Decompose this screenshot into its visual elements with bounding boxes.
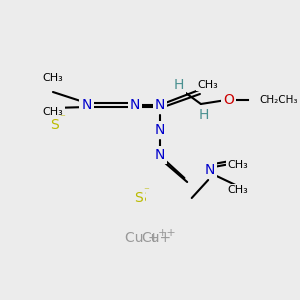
Text: N: N	[205, 163, 215, 177]
Text: S: S	[134, 191, 143, 205]
Text: S: S	[50, 118, 59, 132]
Text: ++: ++	[158, 228, 176, 238]
Text: H: H	[174, 78, 184, 92]
Text: N: N	[154, 98, 165, 112]
Text: CH₂CH₃: CH₂CH₃	[259, 95, 298, 105]
Text: Cu: Cu	[141, 231, 160, 245]
Text: CH₃: CH₃	[43, 107, 63, 117]
Text: Cu ++: Cu ++	[125, 231, 176, 245]
Text: CH₃: CH₃	[227, 160, 248, 170]
Text: O: O	[223, 93, 234, 107]
Text: S: S	[50, 118, 59, 132]
Text: CH₃: CH₃	[197, 80, 218, 90]
Text: N: N	[154, 123, 165, 137]
Text: N: N	[154, 148, 165, 162]
Text: N: N	[82, 98, 92, 112]
Text: N: N	[130, 98, 140, 112]
Text: ⁻: ⁻	[143, 186, 149, 196]
Text: S: S	[137, 191, 146, 205]
Text: ⁻: ⁻	[59, 113, 65, 123]
Text: O: O	[223, 93, 234, 107]
Text: H: H	[198, 108, 209, 122]
Text: CH₃: CH₃	[43, 73, 63, 83]
Text: CH₃: CH₃	[227, 185, 248, 195]
